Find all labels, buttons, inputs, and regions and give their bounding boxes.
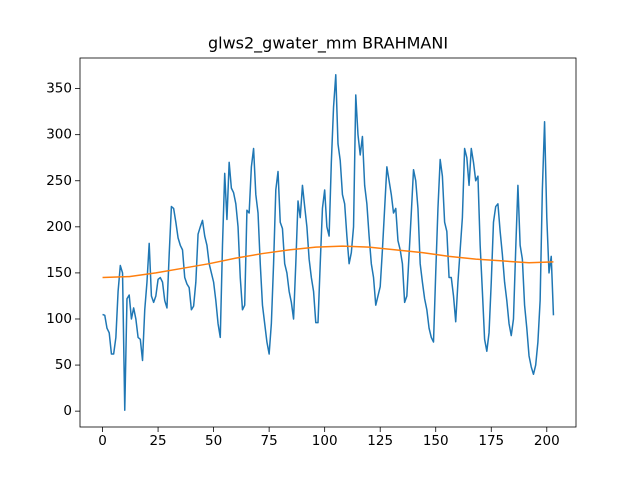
x-tick-label: 75 <box>261 433 278 449</box>
x-tick-label: 25 <box>149 433 166 449</box>
series-line <box>102 245 554 279</box>
x-tick-label: 50 <box>205 433 222 449</box>
x-tick-label: 0 <box>98 433 107 449</box>
y-tick-label: 300 <box>46 127 72 143</box>
x-tick-label: 200 <box>534 433 560 449</box>
chart-title: glws2_gwater_mm BRAHMANI <box>208 34 448 54</box>
x-tick-label: 125 <box>367 433 393 449</box>
x-tick-label: 150 <box>423 433 449 449</box>
plot-frame <box>79 57 577 428</box>
x-tick-label: 100 <box>312 433 338 449</box>
y-tick-label: 250 <box>46 173 72 189</box>
y-tick-label: 50 <box>55 357 72 373</box>
series-line <box>102 74 555 411</box>
y-tick-label: 350 <box>46 81 72 97</box>
y-tick-label: 0 <box>63 403 72 419</box>
x-tick-label: 175 <box>478 433 504 449</box>
y-tick-label: 100 <box>46 311 72 327</box>
y-tick-label: 200 <box>46 219 72 235</box>
y-tick-label: 150 <box>46 265 72 281</box>
